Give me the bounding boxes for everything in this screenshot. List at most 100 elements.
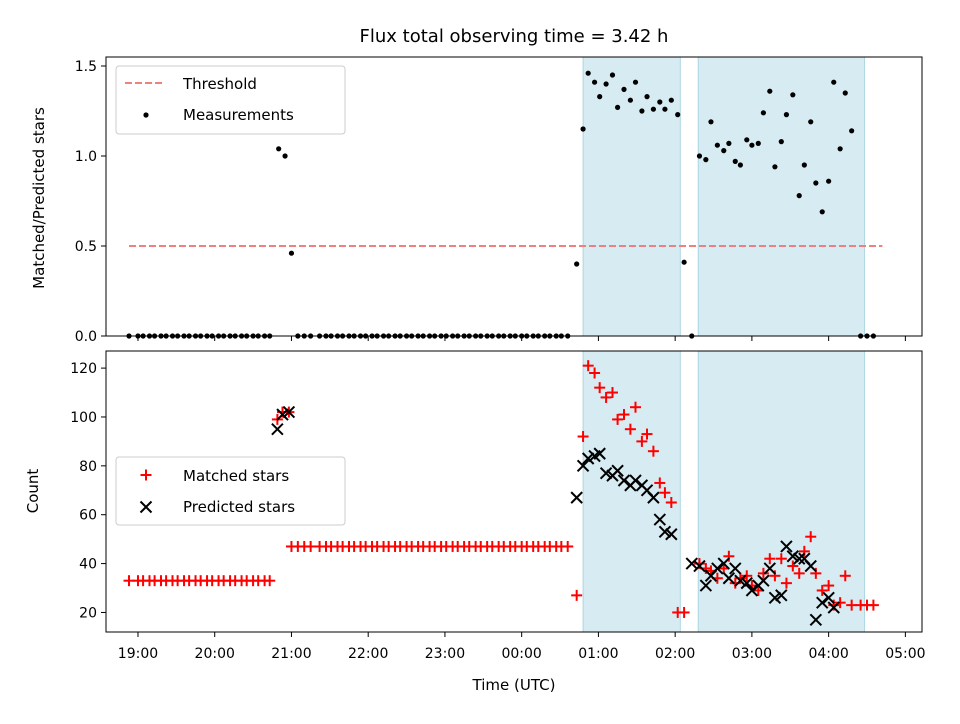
measurement-point xyxy=(681,259,687,265)
matched-star-point xyxy=(589,367,601,379)
measurement-point xyxy=(627,97,633,103)
y-tick-label: 40 xyxy=(79,557,97,573)
y-tick-label: 60 xyxy=(79,508,97,524)
measurement-point xyxy=(621,86,627,92)
measurement-point xyxy=(703,157,709,163)
x-tick-label: 00:00 xyxy=(501,646,541,662)
measurement-point xyxy=(819,209,825,215)
measurement-point xyxy=(842,90,848,96)
x-tick-label: 21:00 xyxy=(271,646,311,662)
matched-star-point xyxy=(577,431,589,443)
x-tick-label: 20:00 xyxy=(195,646,235,662)
x-tick-label: 02:00 xyxy=(655,646,695,662)
legend-measurements-swatch xyxy=(143,112,149,118)
measurement-point xyxy=(744,137,750,143)
predicted-star-point xyxy=(822,591,835,604)
predicted-star-point xyxy=(282,405,296,419)
measurement-point xyxy=(585,70,591,76)
measurement-point xyxy=(574,261,580,267)
predicted-star-point xyxy=(658,525,672,539)
measurement-point xyxy=(837,146,843,152)
measurement-point xyxy=(614,104,621,110)
measurement-point xyxy=(783,112,790,118)
x-tick-label: 19:00 xyxy=(118,646,158,662)
chart-title: Flux total observing time = 3.42 h xyxy=(360,26,669,47)
x-tick-label: 03:00 xyxy=(732,646,772,662)
predicted-star-point xyxy=(581,452,595,465)
predicted-star-point xyxy=(685,557,698,570)
matched-star-point xyxy=(606,387,618,399)
matched-star-point xyxy=(612,413,624,425)
y-tick-label: 100 xyxy=(70,410,97,426)
predicted-star-point xyxy=(740,576,753,590)
predicted-star-point xyxy=(693,559,706,573)
predicted-star-point xyxy=(780,540,793,553)
measurement-point xyxy=(580,126,586,132)
predicted-star-point xyxy=(576,459,590,473)
predicted-star-point xyxy=(763,562,777,575)
y-tick-label: 80 xyxy=(79,459,97,475)
predicted-star-point xyxy=(804,559,817,573)
matched-star-point xyxy=(839,570,851,582)
predicted-star-point xyxy=(745,584,759,597)
matched-star-point xyxy=(780,577,792,589)
predicted-star-point xyxy=(734,574,747,587)
predicted-star-point xyxy=(647,491,660,504)
matched-star-point xyxy=(810,567,822,579)
predicted-star-point xyxy=(729,562,742,575)
measurement-point xyxy=(801,162,807,168)
matched-star-point xyxy=(769,570,781,582)
matched-star-point xyxy=(264,575,276,587)
predicted-star-point xyxy=(570,491,583,504)
measurement-point xyxy=(632,79,639,85)
matched-star-point xyxy=(630,401,642,413)
shaded-interval xyxy=(697,350,865,633)
legend-threshold-label: Threshold xyxy=(182,75,257,93)
measurement-point xyxy=(714,142,720,148)
x-axis-label: Time (UTC) xyxy=(472,676,556,694)
matched-star-point xyxy=(741,570,753,582)
predicted-star-point xyxy=(271,422,284,436)
matched-star-point xyxy=(867,599,879,611)
measurement-point xyxy=(749,142,755,148)
y-tick-label: 0.0 xyxy=(75,329,97,345)
x-tick-label: 22:00 xyxy=(348,646,388,662)
x-tick-label: 01:00 xyxy=(578,646,618,662)
matched-star-point xyxy=(834,597,846,609)
matched-star-point xyxy=(775,553,787,565)
x-tick-label: 23:00 xyxy=(425,646,465,662)
predicted-star-point xyxy=(793,552,806,565)
measurement-point xyxy=(772,164,778,170)
matched-star-point xyxy=(764,553,776,565)
matched-star-point xyxy=(805,531,817,543)
y-tick-label: 1.5 xyxy=(75,59,97,75)
measurement-point xyxy=(849,128,855,134)
shaded-interval xyxy=(697,56,865,337)
predicted-star-point xyxy=(827,601,840,614)
top-y-axis-label: Matched/Predicted stars xyxy=(30,107,48,289)
matched-star-point xyxy=(793,567,805,579)
matched-star-point xyxy=(678,606,690,618)
measurement-point xyxy=(591,79,598,85)
matched-star-point xyxy=(562,540,574,552)
y-tick-label: 0.5 xyxy=(75,239,97,255)
measurement-point xyxy=(808,119,814,125)
measurement-point xyxy=(790,92,796,98)
y-tick-label: 120 xyxy=(70,361,97,377)
matched-star-point xyxy=(757,567,769,579)
predicted-star-point xyxy=(611,464,624,477)
matched-star-point xyxy=(636,435,648,447)
measurement-point xyxy=(282,153,288,159)
predicted-star-point xyxy=(786,550,800,563)
measurement-point xyxy=(831,79,837,85)
measurement-point xyxy=(276,146,282,152)
predicted-star-point xyxy=(599,466,613,480)
x-tick-label: 04:00 xyxy=(808,646,848,662)
measurement-point xyxy=(732,158,738,164)
matched-star-point xyxy=(618,409,630,421)
predicted-star-point xyxy=(276,408,289,421)
x-tick-label: 05:00 xyxy=(885,646,925,662)
legend-matched-label: Matched stars xyxy=(183,467,289,485)
measurement-point xyxy=(778,139,784,145)
measurement-point xyxy=(650,106,657,112)
